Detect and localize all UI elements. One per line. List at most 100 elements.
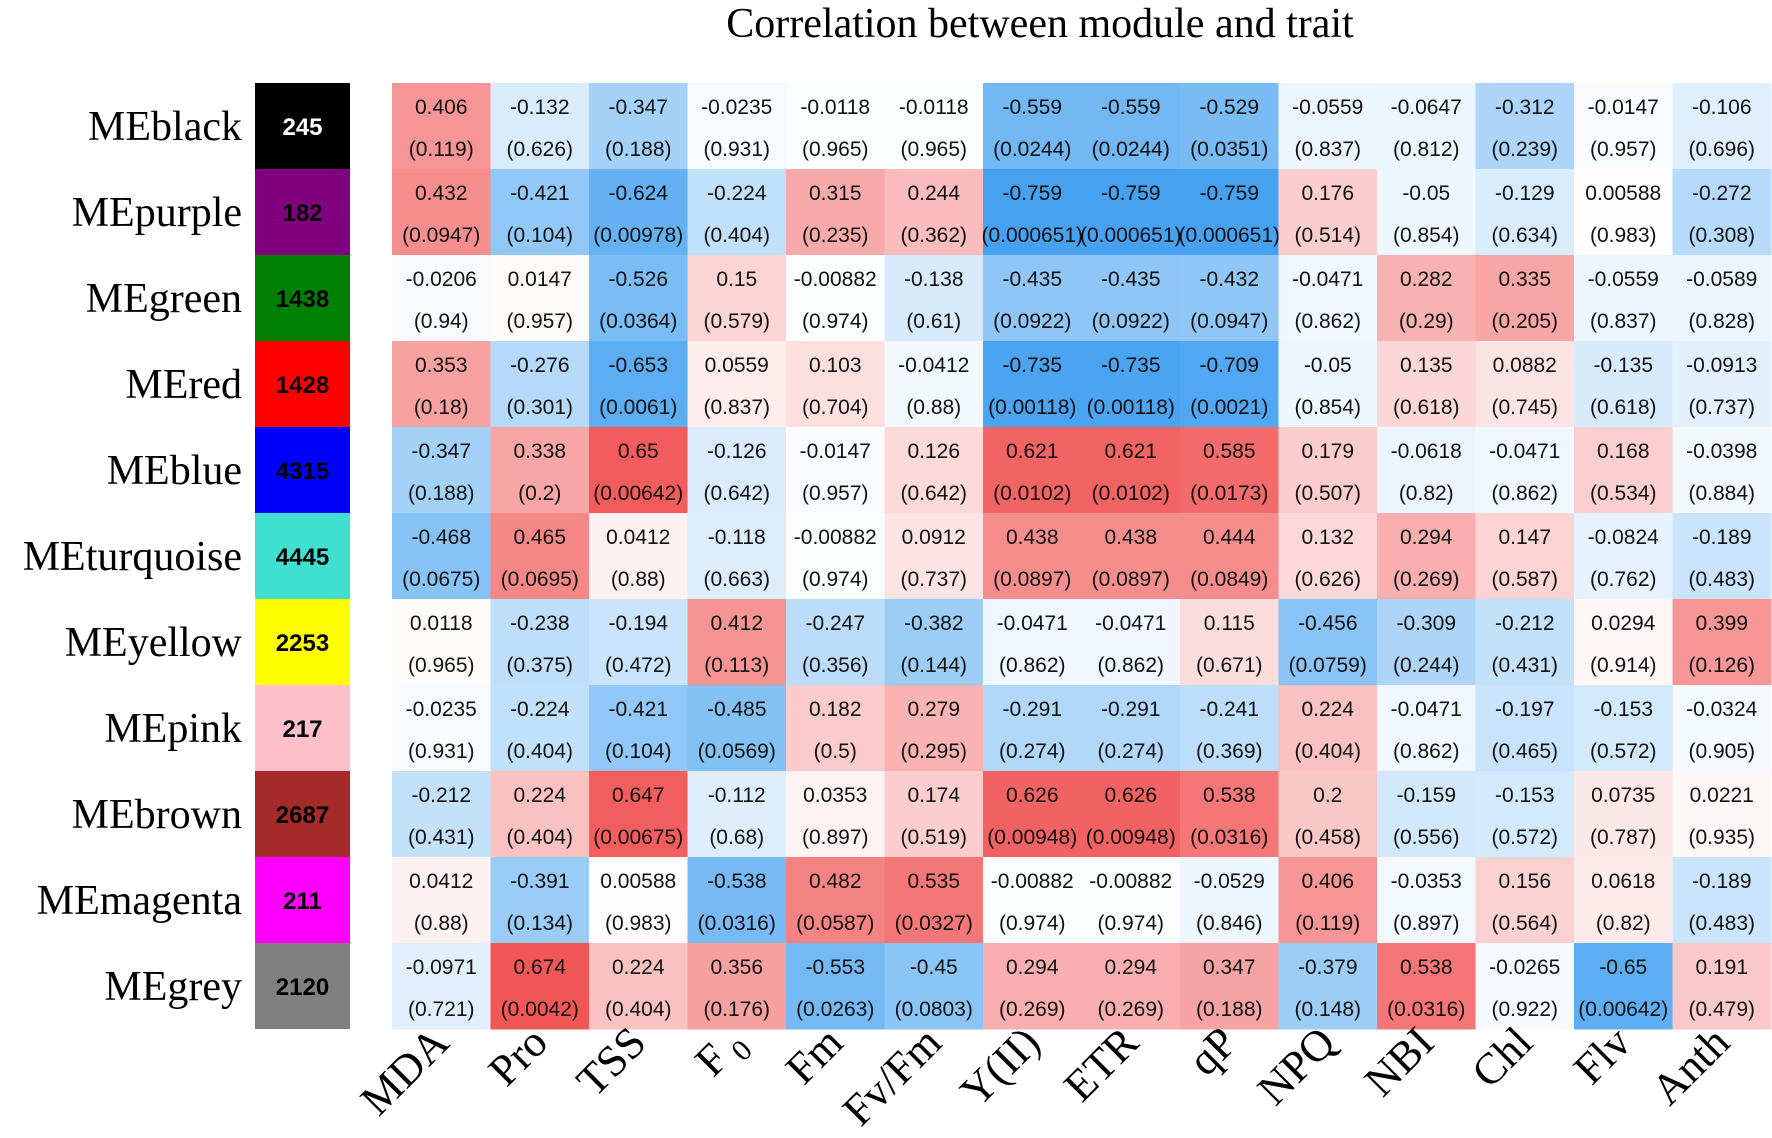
cell-pvalue: (0.404) [506, 826, 573, 849]
cell-pvalue: (0.957) [802, 482, 869, 505]
cell-correlation: -0.759 [1002, 182, 1062, 205]
heatmap-cell: 0.538 (0.0316) [1377, 943, 1476, 1030]
cell-pvalue: (0.812) [1393, 138, 1460, 161]
heatmap-cell: -0.709 (0.0021) [1180, 341, 1279, 428]
heatmap-cell-fill [1180, 685, 1279, 772]
heatmap-cell: -0.238 (0.375) [490, 599, 590, 686]
cell-pvalue: (0.0244) [993, 138, 1071, 161]
cell-correlation: 0.0618 [1591, 870, 1655, 893]
cell-pvalue: (0.931) [703, 138, 770, 161]
heatmap-cell: 0.538 (0.0316) [1180, 771, 1279, 858]
cell-pvalue: (0.269) [999, 998, 1066, 1021]
heatmap-cell: -0.0471 (0.862) [983, 599, 1082, 686]
module-count-mered: 1428 [276, 372, 329, 399]
cell-pvalue: (0.0351) [1190, 138, 1268, 161]
heatmap-cell-fill [1672, 771, 1772, 858]
heatmap-cell-fill [983, 513, 1082, 600]
cell-pvalue: (0.534) [1590, 482, 1657, 505]
heatmap-cell-fill [983, 857, 1082, 944]
cell-pvalue: (0.104) [605, 740, 672, 763]
heatmap-cell-fill [1278, 943, 1378, 1030]
cell-pvalue: (0.362) [900, 224, 967, 247]
heatmap-cell: -0.05 (0.854) [1377, 169, 1476, 256]
cell-correlation: 0.182 [809, 698, 862, 721]
cell-pvalue: (0.431) [408, 826, 475, 849]
cell-pvalue: (0.239) [1491, 138, 1558, 161]
heatmap-cell: -0.529 (0.0351) [1180, 83, 1279, 170]
heatmap-cell-fill [786, 771, 885, 858]
heatmap-cell-fill [1672, 341, 1772, 428]
cell-pvalue: (0.884) [1688, 482, 1755, 505]
cell-correlation: 0.0412 [606, 526, 670, 549]
cell-correlation: 0.168 [1597, 440, 1650, 463]
heatmap-cell: -0.553 (0.0263) [786, 943, 885, 1030]
heatmap-cell-fill [490, 341, 590, 428]
heatmap-cell-fill [1574, 169, 1673, 256]
heatmap-cell: -0.272 (0.308) [1672, 169, 1772, 256]
cell-correlation: 0.444 [1203, 526, 1256, 549]
cell-pvalue: (0.507) [1294, 482, 1361, 505]
cell-pvalue: (0.974) [999, 912, 1066, 935]
heatmap-cell: -0.0647 (0.812) [1377, 83, 1476, 170]
cell-pvalue: (0.134) [506, 912, 573, 935]
heatmap-cell-fill [687, 599, 787, 686]
heatmap-cell-fill [1180, 341, 1279, 428]
heatmap-cell-fill [983, 599, 1082, 686]
heatmap-cell-fill [490, 685, 590, 772]
heatmap-cell: 0.0912 (0.737) [884, 513, 984, 600]
cell-correlation: -0.538 [707, 870, 767, 893]
heatmap-cell-fill [1081, 685, 1181, 772]
cell-correlation: -0.138 [904, 268, 964, 291]
heatmap-cell: -0.379 (0.148) [1278, 943, 1378, 1030]
cell-pvalue: (0.634) [1491, 224, 1558, 247]
cell-pvalue: (0.0922) [993, 310, 1071, 333]
heatmap-cell-fill [1180, 427, 1279, 514]
heatmap-cell: -0.382 (0.144) [884, 599, 984, 686]
cell-correlation: -0.456 [1298, 612, 1358, 635]
cell-pvalue: (0.00118) [1087, 396, 1175, 419]
heatmap-cell-fill [1475, 685, 1575, 772]
cell-pvalue: (0.0947) [1190, 310, 1268, 333]
heatmap-cell: 0.115 (0.671) [1180, 599, 1279, 686]
heatmap-cell: -0.0559 (0.837) [1278, 83, 1378, 170]
heatmap-cell: 0.0294 (0.914) [1574, 599, 1673, 686]
module-count-mepink: 217 [282, 716, 322, 743]
cell-correlation: -0.159 [1396, 784, 1456, 807]
heatmap-cell-fill [1672, 857, 1772, 944]
heatmap-cell: -0.0913 (0.737) [1672, 341, 1772, 428]
cell-pvalue: (0.965) [900, 138, 967, 161]
cell-pvalue: (0.935) [1688, 826, 1755, 849]
heatmap-cell: -0.138 (0.61) [884, 255, 984, 342]
heatmap-cell: 0.0118 (0.965) [392, 599, 491, 686]
heatmap-cell: -0.194 (0.472) [589, 599, 688, 686]
cell-correlation: -0.272 [1692, 182, 1752, 205]
cell-pvalue: (0.0173) [1190, 482, 1268, 505]
heatmap-cell-fill [392, 427, 491, 514]
heatmap-cell: 0.224 (0.404) [490, 771, 590, 858]
cell-pvalue: (0.404) [605, 998, 672, 1021]
heatmap-cell: 0.0412 (0.88) [589, 513, 688, 600]
cell-correlation: -0.126 [707, 440, 767, 463]
heatmap-cell-fill [1672, 83, 1772, 170]
heatmap-cell: -0.435 (0.0922) [983, 255, 1082, 342]
heatmap-cell: -0.129 (0.634) [1475, 169, 1575, 256]
cell-correlation: -0.0265 [1489, 956, 1560, 979]
heatmap-cell: 0.585 (0.0173) [1180, 427, 1279, 514]
cell-correlation: 0.482 [809, 870, 862, 893]
heatmap-cell-fill [1278, 341, 1378, 428]
cell-pvalue: (0.696) [1688, 138, 1755, 161]
heatmap-cell: -0.0412 (0.88) [884, 341, 984, 428]
heatmap-cell: -0.735 (0.00118) [983, 341, 1082, 428]
heatmap-cell-fill [786, 341, 885, 428]
heatmap-cell-fill [1574, 599, 1673, 686]
cell-correlation: -0.379 [1298, 956, 1358, 979]
heatmap-cell: 0.353 (0.18) [392, 341, 491, 428]
cell-pvalue: (0.113) [704, 654, 769, 677]
cell-correlation: -0.224 [707, 182, 767, 205]
cell-correlation: -0.653 [608, 354, 668, 377]
heatmap-cell-fill [1377, 513, 1476, 600]
heatmap-cell: -0.45 (0.0803) [884, 943, 984, 1030]
module-count-megreen: 1438 [276, 286, 329, 313]
cell-correlation: -0.435 [1002, 268, 1062, 291]
heatmap-cell: -0.0471 (0.862) [1278, 255, 1378, 342]
